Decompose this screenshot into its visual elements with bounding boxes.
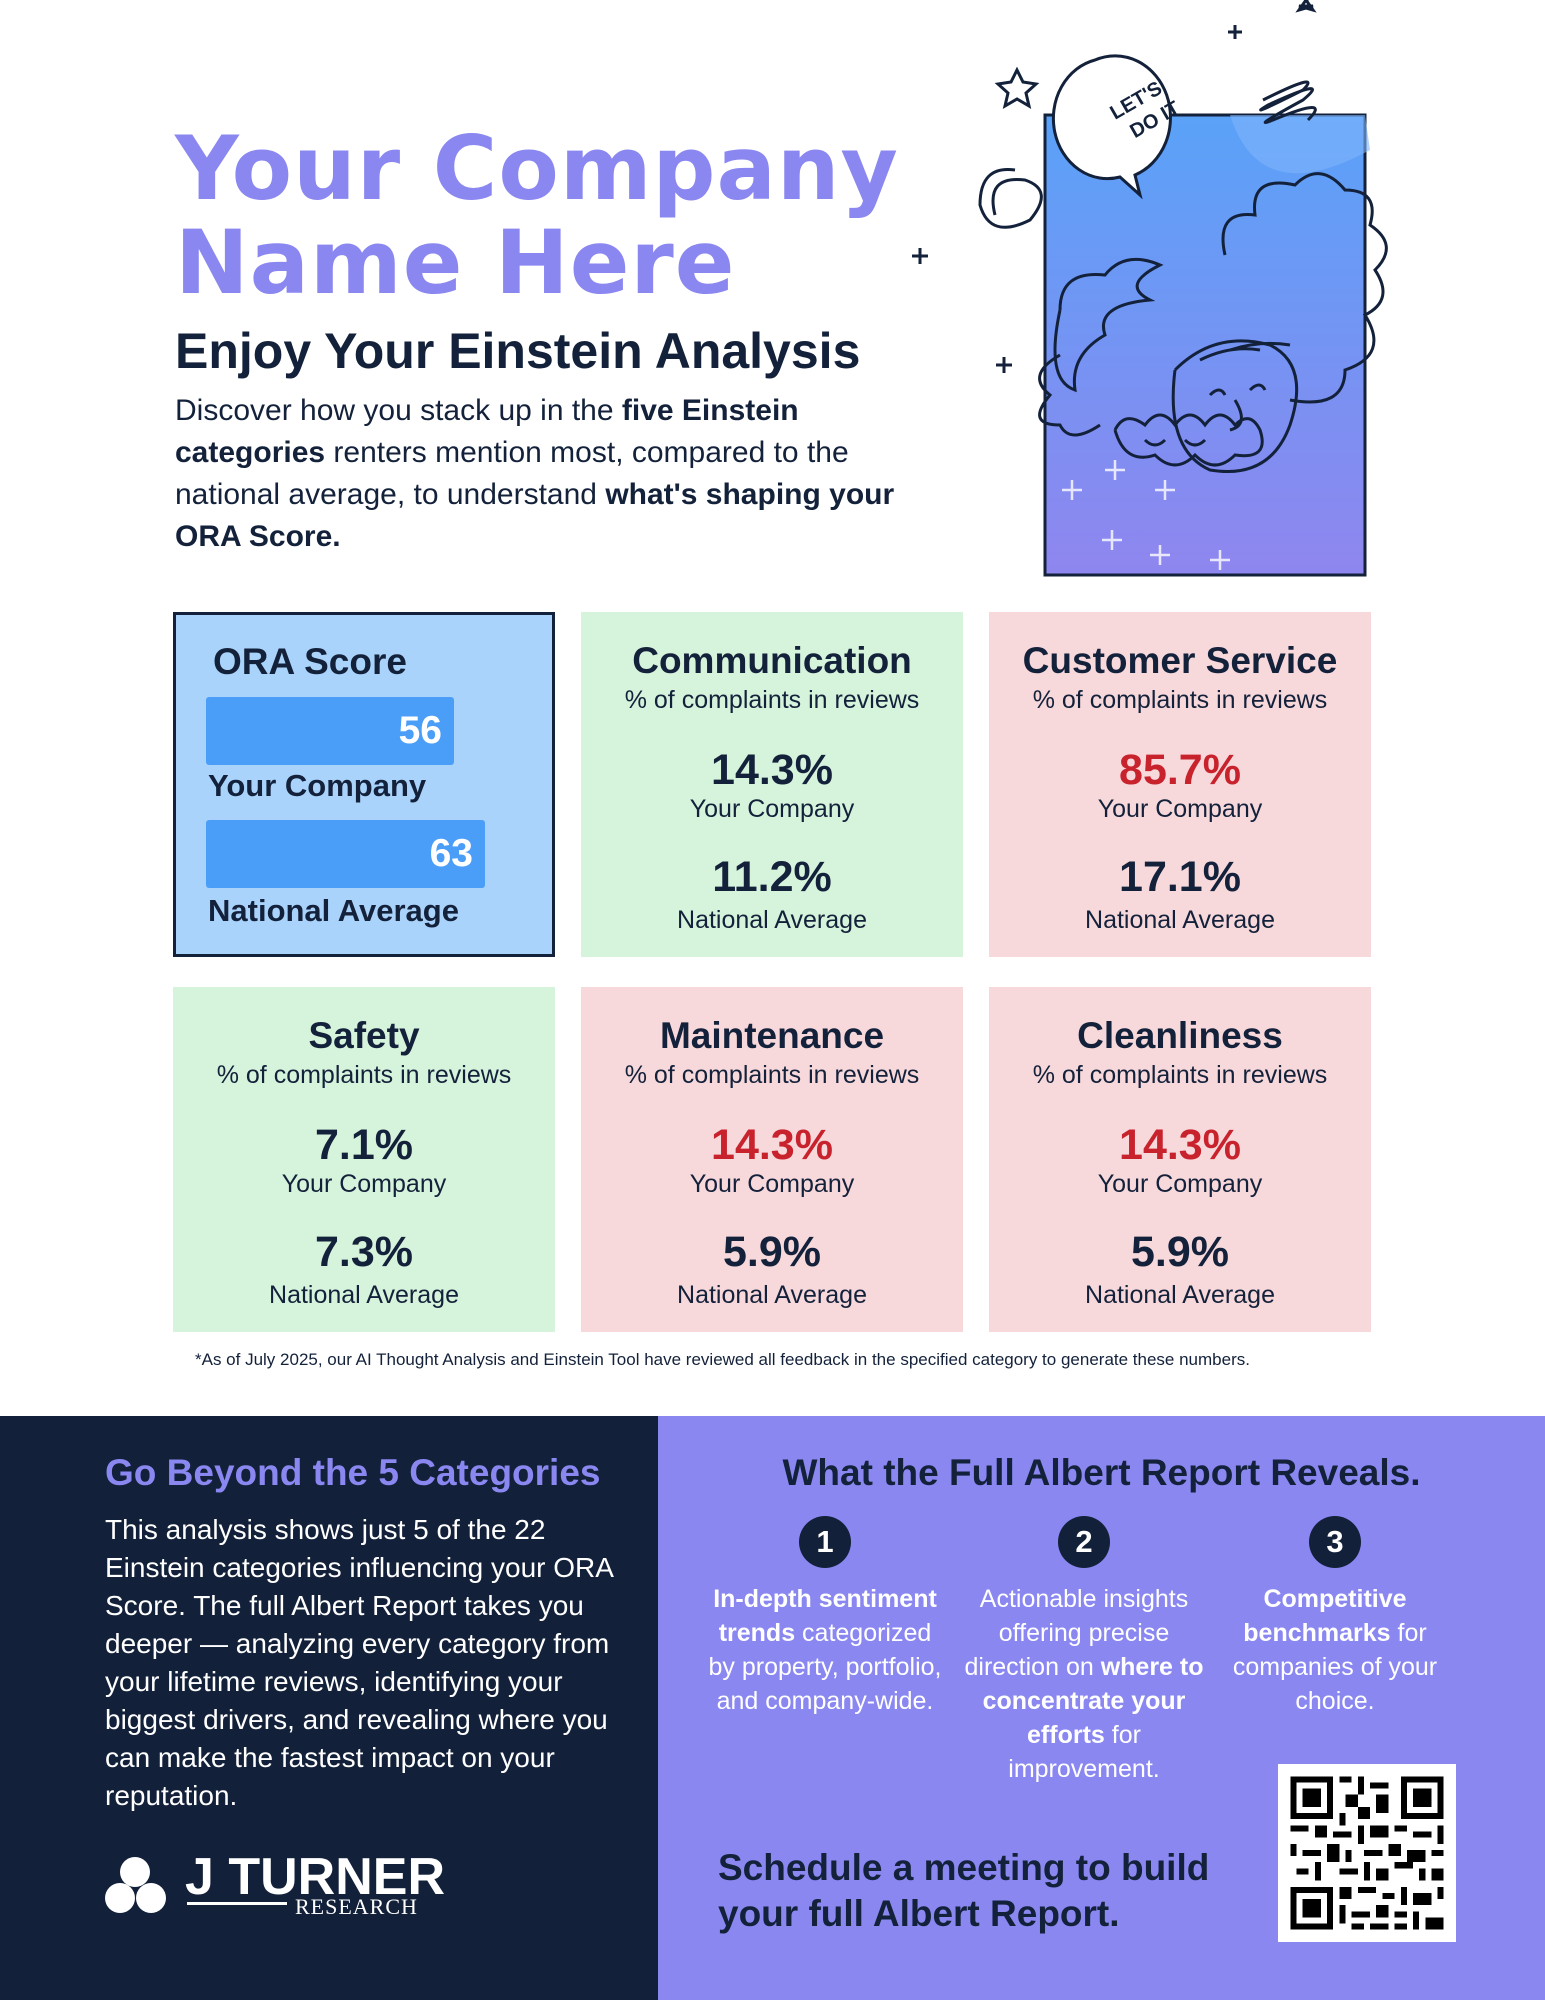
your-company-label: Your Company: [689, 1170, 855, 1198]
qr-code-icon[interactable]: [1278, 1764, 1456, 1942]
category-card-safety: Safety % of complaints in reviews 7.1% Y…: [173, 987, 555, 1332]
national-average-label: National Average: [269, 1281, 459, 1309]
national-average-value: 11.2%: [712, 853, 832, 901]
your-company-ora-bar: 56: [206, 697, 454, 765]
your-company-value: 14.3%: [711, 1121, 833, 1169]
reveal-heading: What the Full Albert Report Reveals.: [782, 1452, 1421, 1493]
category-subtitle: % of complaints in reviews: [624, 686, 920, 714]
category-card-communication: Communication % of complaints in reviews…: [581, 612, 963, 957]
your-company-label: Your Company: [1097, 795, 1263, 823]
national-average-value: 5.9%: [1130, 1228, 1229, 1276]
page-subtitle: Enjoy Your Einstein Analysis: [175, 323, 861, 379]
logo-tag: RESEARCH: [295, 1894, 418, 1919]
national-average-label: National Average: [1085, 906, 1275, 934]
national-average-ora-bar: 63: [206, 820, 485, 888]
national-average-label: National Average: [1085, 1281, 1275, 1309]
category-card-cleanliness: Cleanliness % of complaints in reviews 1…: [989, 987, 1371, 1332]
j-turner-logo: J TURNER RESEARCH: [105, 1848, 445, 1930]
your-company-value: 85.7%: [1119, 746, 1241, 794]
category-subtitle: % of complaints in reviews: [624, 1061, 920, 1089]
schedule-meeting-cta[interactable]: Schedule a meeting to build your full Al…: [718, 1847, 1210, 1934]
category-title: Cleanliness: [1077, 1015, 1283, 1056]
national-average-ora-label: National Average: [208, 893, 459, 928]
national-average-value: 7.3%: [314, 1228, 413, 1276]
step-number: 1: [799, 1516, 851, 1568]
step-text: Competitive benchmarks for companies of …: [1232, 1585, 1438, 1715]
step-text: Actionable insights offering precise dir…: [964, 1585, 1204, 1783]
category-title: Safety: [308, 1015, 420, 1056]
reveal-step-2: 2 Actionable insights offering precise d…: [964, 1516, 1204, 1786]
your-company-ora-label: Your Company: [208, 768, 427, 803]
category-title: Maintenance: [659, 1015, 885, 1056]
step-number: 2: [1058, 1516, 1110, 1568]
your-company-label: Your Company: [1097, 1170, 1263, 1198]
category-title: Communication: [632, 640, 912, 681]
national-average-label: National Average: [677, 1281, 867, 1309]
category-title: Customer Service: [1022, 640, 1338, 681]
company-name-title: Your Company Name Here: [175, 117, 899, 314]
category-subtitle: % of complaints in reviews: [1032, 1061, 1328, 1089]
reveal-step-1: 1 In-depth sentiment trends categorized …: [705, 1516, 945, 1718]
your-company-value: 14.3%: [711, 746, 833, 794]
beyond-text: This analysis shows just 5 of the 22 Ein…: [105, 1514, 613, 1811]
your-company-value: 7.1%: [314, 1121, 413, 1169]
your-company-label: Your Company: [281, 1170, 447, 1198]
your-company-value: 14.3%: [1119, 1121, 1241, 1169]
national-average-ora-value: 63: [429, 832, 473, 875]
national-average-value: 17.1%: [1119, 853, 1241, 901]
step-number: 3: [1309, 1516, 1361, 1568]
ora-score-title: ORA Score: [213, 641, 407, 682]
national-average-value: 5.9%: [722, 1228, 821, 1276]
category-card-customer-service: Customer Service % of complaints in revi…: [989, 612, 1371, 957]
footnote: *As of July 2025, our AI Thought Analysi…: [195, 1350, 1250, 1369]
category-subtitle: % of complaints in reviews: [216, 1061, 512, 1089]
step-text: In-depth sentiment trends categorized by…: [708, 1585, 942, 1715]
category-card-maintenance: Maintenance % of complaints in reviews 1…: [581, 987, 963, 1332]
intro-paragraph: Discover how you stack up in the five Ei…: [175, 394, 895, 553]
your-company-ora-value: 56: [398, 709, 442, 752]
logo-name: J TURNER: [185, 1850, 445, 1906]
beyond-heading: Go Beyond the 5 Categories: [105, 1452, 601, 1493]
einstein-doodle-icon: LET'SDO IT: [900, 0, 1400, 590]
reveal-step-3: 3 Competitive benchmarks for companies o…: [1215, 1516, 1455, 1718]
ora-score-card: ORA Score 56 Your Company 63 National Av…: [173, 612, 555, 957]
category-subtitle: % of complaints in reviews: [1032, 686, 1328, 714]
your-company-label: Your Company: [689, 795, 855, 823]
national-average-label: National Average: [677, 906, 867, 934]
